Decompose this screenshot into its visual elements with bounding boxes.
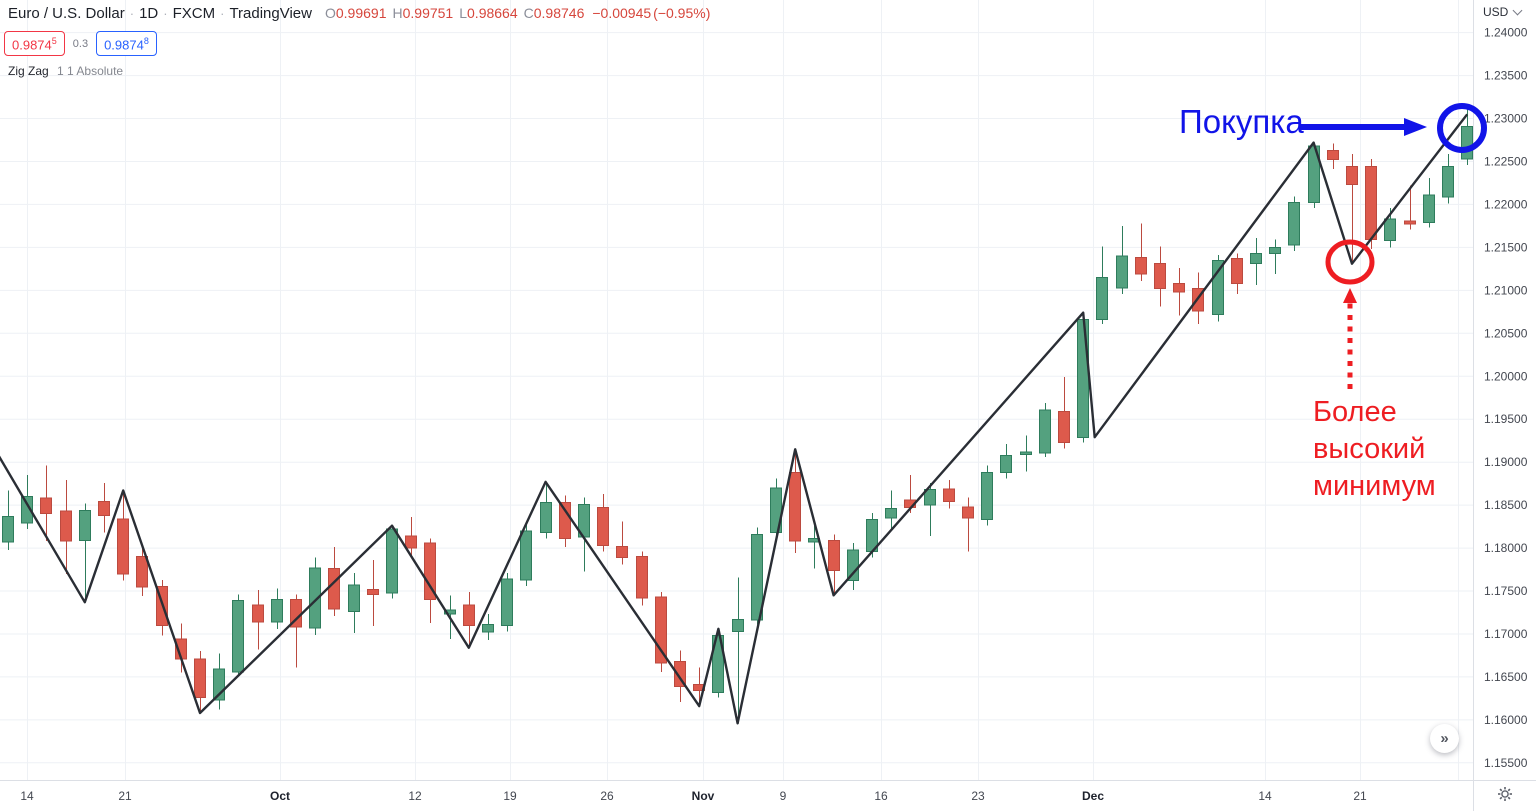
- change-value: −0.00945: [592, 5, 652, 21]
- chart-legend: Euro / U.S. Dollar · 1D · FXCM · Trading…: [4, 4, 710, 78]
- indicator-name[interactable]: Zig Zag: [8, 64, 49, 79]
- svg-text:1.24000: 1.24000: [1484, 26, 1528, 40]
- higher-low-label: минимум: [1313, 470, 1436, 502]
- ohlc-readout: O 0.99691 H 0.99751 L 0.98664 C 0.98746 …: [325, 5, 710, 21]
- svg-text:16: 16: [874, 789, 888, 803]
- symbol-title[interactable]: Euro / U.S. Dollar: [8, 4, 125, 22]
- svg-text:1.20000: 1.20000: [1484, 369, 1528, 383]
- candles[interactable]: [2, 108, 1473, 724]
- indicator-legend-row[interactable]: Zig Zag 1 1 Absolute: [8, 64, 710, 78]
- buy-annotation-label: Покупка: [1179, 103, 1304, 140]
- ask-fractional-pip: 8: [143, 36, 149, 46]
- annotations: Покупка Более высокий минимум: [1179, 103, 1487, 502]
- time-axis[interactable]: 14 21 Oct 12 19 26 Nov 9 16 23 Dec 14 21: [20, 789, 1367, 803]
- bid-fractional-pip: 5: [51, 36, 57, 46]
- indicator-params: 1 1 Absolute: [57, 64, 124, 79]
- close-label: C: [523, 5, 534, 21]
- price-axis[interactable]: 1.24000 1.23500 1.23000 1.22500 1.22000 1.215…: [1484, 26, 1528, 770]
- svg-text:12: 12: [408, 789, 422, 803]
- svg-text:Nov: Nov: [692, 789, 715, 803]
- svg-text:1.19000: 1.19000: [1484, 455, 1528, 469]
- svg-text:21: 21: [1353, 789, 1367, 803]
- open-label: O: [324, 5, 336, 21]
- higher-low-circle: [1325, 239, 1375, 285]
- svg-text:1.22000: 1.22000: [1484, 197, 1528, 211]
- svg-text:1.15500: 1.15500: [1484, 756, 1528, 770]
- symbol-header-row[interactable]: Euro / U.S. Dollar · 1D · FXCM · Trading…: [8, 4, 710, 22]
- high-value: 0.99751: [402, 5, 454, 21]
- svg-text:1.17500: 1.17500: [1484, 584, 1528, 598]
- higher-low-label: Более: [1313, 396, 1397, 428]
- provider-label: TradingView: [229, 4, 312, 22]
- svg-text:9: 9: [780, 789, 787, 803]
- svg-text:1.16500: 1.16500: [1484, 670, 1528, 684]
- svg-text:1.21500: 1.21500: [1484, 240, 1528, 254]
- change-percent: (−0.95%): [653, 5, 711, 21]
- close-value: 0.98746: [533, 5, 585, 21]
- chevron-down-icon: [1512, 5, 1523, 16]
- timeframe-label[interactable]: 1D: [139, 4, 159, 22]
- bid-ask-row: 0.98745 0.3 0.98748: [4, 31, 710, 57]
- scroll-to-recent-button[interactable]: »: [1430, 724, 1459, 753]
- svg-text:1.19500: 1.19500: [1484, 412, 1528, 426]
- svg-text:1.18500: 1.18500: [1484, 498, 1528, 512]
- price-axis-currency-dropdown[interactable]: USD: [1483, 5, 1523, 19]
- currency-label: USD: [1483, 5, 1509, 19]
- separator-dot: ·: [220, 5, 225, 21]
- high-label: H: [392, 5, 403, 21]
- grid-lines: [0, 0, 1473, 780]
- svg-text:21: 21: [118, 789, 132, 803]
- svg-text:14: 14: [1258, 789, 1272, 803]
- separator-dot: ·: [163, 5, 168, 21]
- zigzag-line[interactable]: [0, 113, 1469, 725]
- svg-text:1.17000: 1.17000: [1484, 627, 1528, 641]
- open-value: 0.99691: [335, 5, 387, 21]
- svg-text:Oct: Oct: [270, 789, 290, 803]
- svg-text:19: 19: [503, 789, 517, 803]
- svg-text:1.18000: 1.18000: [1484, 541, 1528, 555]
- double-chevron-right-icon: »: [1440, 730, 1449, 747]
- time-axis-settings-button[interactable]: [1497, 786, 1513, 807]
- svg-text:Dec: Dec: [1082, 789, 1104, 803]
- svg-text:1.20500: 1.20500: [1484, 326, 1528, 340]
- gear-icon: [1498, 787, 1512, 801]
- buy-arrow-head: [1404, 118, 1427, 136]
- svg-text:1.16000: 1.16000: [1484, 713, 1528, 727]
- sell-button[interactable]: 0.98745: [4, 31, 65, 57]
- svg-text:26: 26: [600, 789, 614, 803]
- separator-dot: ·: [129, 5, 135, 21]
- higher-low-label: высокий: [1313, 433, 1425, 465]
- svg-text:1.21000: 1.21000: [1484, 283, 1528, 297]
- buy-circle: [1437, 103, 1487, 153]
- higher-low-arrow-head: [1343, 288, 1357, 303]
- low-label: L: [459, 5, 468, 21]
- spread-value: 0.3: [72, 37, 89, 50]
- exchange-label: FXCM: [172, 4, 216, 22]
- buy-button[interactable]: 0.98748: [96, 31, 157, 57]
- low-value: 0.98664: [467, 5, 518, 21]
- svg-text:1.22500: 1.22500: [1484, 155, 1528, 169]
- svg-text:14: 14: [20, 789, 34, 803]
- svg-text:1.23000: 1.23000: [1484, 112, 1528, 126]
- svg-text:1.23500: 1.23500: [1484, 69, 1528, 83]
- svg-text:23: 23: [971, 789, 985, 803]
